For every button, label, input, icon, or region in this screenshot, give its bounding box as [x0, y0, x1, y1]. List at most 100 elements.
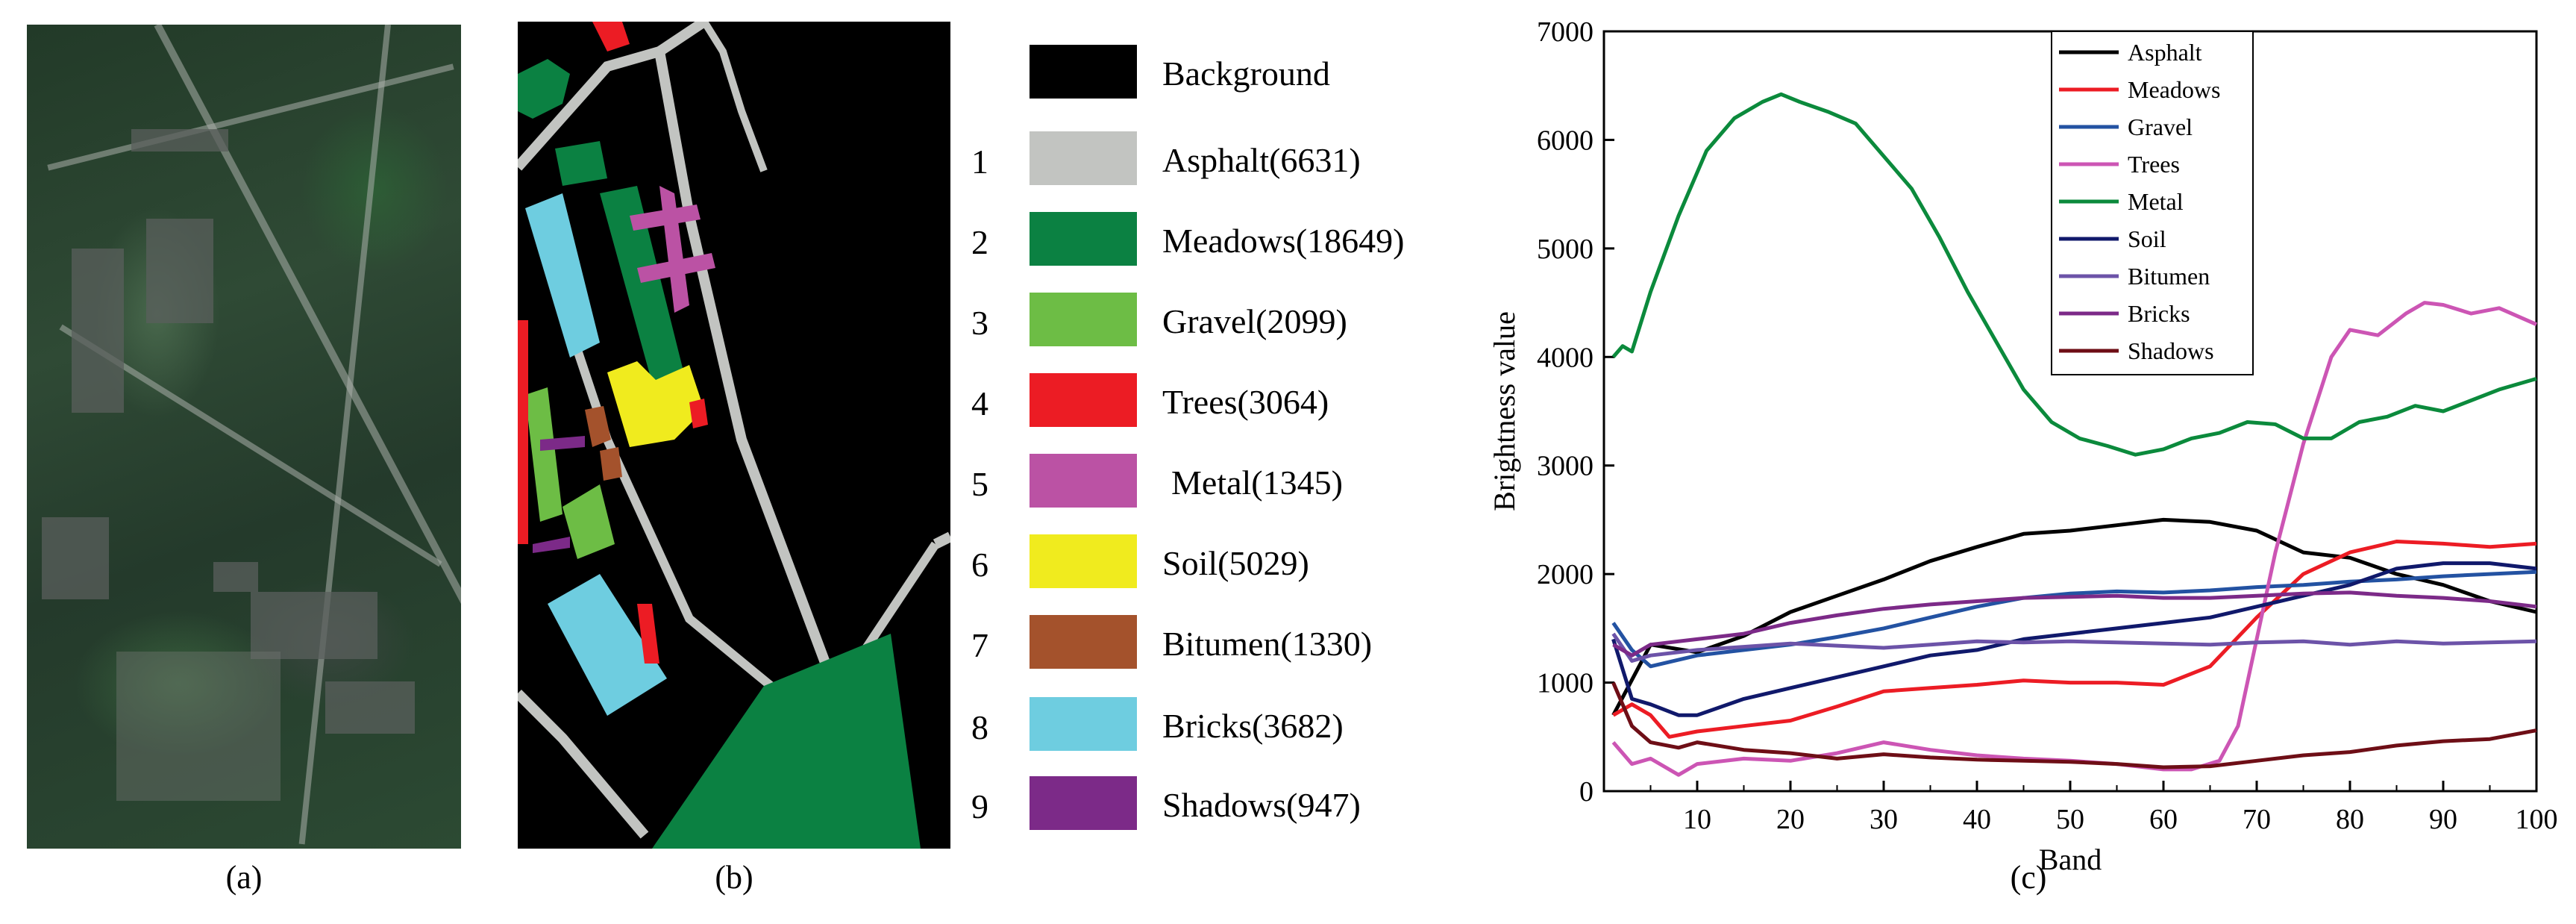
chart-legend-label: Trees: [2128, 151, 2180, 178]
y-tick-label: 5000: [1537, 234, 1593, 265]
map-bitumen: [600, 447, 622, 481]
series-line-shadows: [1611, 681, 2537, 770]
map-asphalt-road: [701, 22, 768, 172]
map-meadows: [518, 59, 570, 119]
y-tick-label: 1000: [1537, 668, 1593, 699]
y-tick-label: 4000: [1537, 342, 1593, 373]
legend-number: 5: [971, 465, 988, 503]
map-metal: [637, 253, 715, 283]
map-shadows: [540, 436, 585, 451]
caption-b: (b): [715, 859, 753, 896]
image-building: [325, 681, 415, 734]
legend-label: Soil(5029): [1162, 544, 1309, 582]
legend-number: 8: [971, 708, 988, 746]
image-building: [213, 562, 258, 592]
series-line-trees: [1611, 301, 2538, 777]
chart-legend-label: Gravel: [2128, 113, 2193, 140]
legend-number: 6: [971, 546, 988, 584]
legend-swatch: [1030, 615, 1137, 669]
map-meadows: [555, 141, 607, 186]
series-line-bitumen: [1611, 632, 2537, 663]
legend-number: 7: [971, 626, 988, 664]
chart-legend-label: Soil: [2128, 225, 2166, 252]
series-line-asphalt: [1611, 517, 2537, 717]
legend-row: 8 Bricks(3682): [971, 697, 1494, 757]
x-tick-label: 60: [2149, 804, 2178, 835]
false-color-image: [27, 25, 461, 849]
y-tick-label: 6000: [1537, 125, 1593, 156]
legend-row: 3 Gravel(2099): [971, 293, 1494, 352]
image-building: [42, 517, 109, 599]
spectral-chart: 0 1000 2000 3000 4000 5000 6000 7000 10 20 30 40 50 6…: [1417, 16, 2576, 920]
legend-swatch: [1030, 454, 1137, 508]
series-line-metal: [1611, 92, 2537, 457]
chart-legend-label: Metal: [2128, 188, 2184, 215]
x-tick-label: 10: [1683, 804, 1711, 835]
y-tick-label: 2000: [1537, 559, 1593, 590]
map-meadows: [600, 186, 689, 410]
caption-a: (a): [225, 859, 263, 896]
map-asphalt-road: [518, 22, 707, 171]
legend-row: 2 Meadows(18649): [971, 212, 1494, 272]
map-trees: [689, 399, 708, 428]
legend-label: Background: [1162, 54, 1330, 93]
legend-number: 9: [971, 787, 988, 825]
legend-label: Bricks(3682): [1162, 707, 1344, 745]
chart-legend-label: Bricks: [2128, 300, 2190, 327]
x-tick-label: 50: [2056, 804, 2084, 835]
chart-legend-label: Bitumen: [2128, 263, 2210, 290]
x-tick-label: 20: [1776, 804, 1805, 835]
legend-swatch: [1030, 131, 1137, 185]
y-tick-label: 3000: [1537, 451, 1593, 482]
legend-row: 5 Metal(1345): [971, 454, 1494, 513]
series-line-meadows: [1612, 540, 2537, 739]
legend-row: 7 Bitumen(1330): [971, 615, 1494, 675]
map-meadows: [652, 634, 921, 849]
map-asphalt-road: [518, 690, 649, 839]
legend-row: 4 Trees(3064): [971, 373, 1494, 433]
legend-swatch: [1030, 697, 1137, 751]
legend-swatch: [1030, 373, 1137, 427]
map-metal: [630, 205, 701, 231]
legend-label: Metal(1345): [1171, 463, 1343, 502]
legend-row: 6 Soil(5029): [971, 534, 1494, 594]
legend-swatch: [1030, 776, 1137, 830]
x-tick-label: 30: [1870, 804, 1898, 835]
legend-swatch: [1030, 534, 1137, 588]
map-soil: [607, 361, 704, 447]
legend-label: Bitumen(1330): [1162, 625, 1373, 663]
map-trees: [637, 604, 659, 664]
series-line-soil: [1611, 561, 2537, 717]
caption-c: (c): [2010, 859, 2047, 896]
y-tick-label: 0: [1579, 776, 1593, 808]
ground-truth-map-svg: [518, 22, 950, 849]
map-asphalt-road: [933, 531, 950, 549]
map-bricks: [548, 574, 667, 716]
y-tick-label: 7000: [1537, 16, 1593, 48]
ground-truth-map: [518, 22, 950, 849]
legend-number: 1: [971, 143, 988, 181]
spectral-chart-svg: 0 1000 2000 3000 4000 5000 6000 7000 10 20 30 40 50 6…: [1488, 16, 2558, 876]
image-residential: [116, 652, 281, 801]
legend-swatch: [1030, 293, 1137, 346]
map-gravel: [562, 484, 615, 559]
legend-label: Trees(3064): [1162, 383, 1329, 421]
map-bitumen: [585, 406, 611, 447]
legend-row: 9 Shadows(947): [971, 776, 1494, 836]
image-building: [251, 592, 377, 659]
x-axis-title: Band: [2039, 843, 2102, 876]
legend-row: Background: [971, 45, 1494, 104]
x-tick-label: 90: [2429, 804, 2457, 835]
map-shadows: [533, 537, 570, 553]
map-gravel: [525, 387, 562, 522]
chart-legend-label: Meadows: [2128, 76, 2220, 103]
legend-label: Asphalt(6631): [1162, 141, 1361, 179]
image-building: [146, 219, 213, 323]
legend-number: 2: [971, 223, 988, 261]
legend-label: Meadows(18649): [1162, 222, 1405, 260]
x-tick-label: 40: [1963, 804, 1991, 835]
legend-number: 4: [971, 384, 988, 422]
series-line-gravel: [1611, 569, 2537, 669]
chart-legend-label: Shadows: [2128, 337, 2214, 364]
legend-row: 1 Asphalt(6631): [971, 131, 1494, 191]
